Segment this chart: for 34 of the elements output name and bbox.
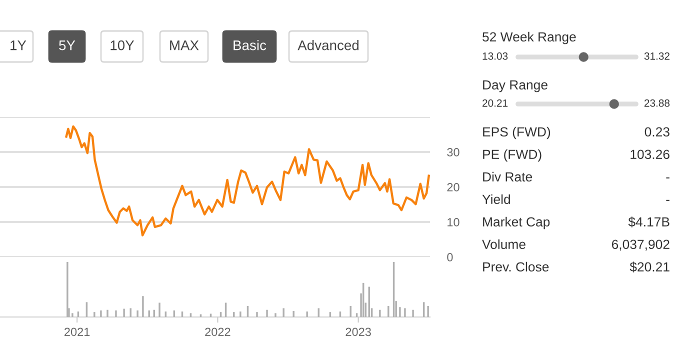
y-tick-label: 30 <box>447 148 460 156</box>
text: - <box>666 200 670 201</box>
text: $4.17B <box>628 216 670 228</box>
y-tick-label: 10 <box>448 218 460 226</box>
text: 6,037,902 <box>612 240 670 251</box>
text: $20.21 <box>630 262 670 272</box>
text: 1Y <box>10 40 26 50</box>
x-tick-label: 2023 <box>346 328 371 336</box>
text: PE (FWD) <box>483 149 542 162</box>
text: - <box>666 177 670 178</box>
text: 10Y <box>110 40 134 50</box>
line-series <box>65 125 430 236</box>
text: Yield <box>482 194 510 204</box>
text: 31.32 <box>644 52 670 60</box>
text: Day Range <box>483 80 548 92</box>
text: MAX <box>170 40 199 50</box>
text: 103.26 <box>630 150 670 160</box>
y-tick-label: 0 <box>447 253 453 262</box>
text: 23.88 <box>644 99 670 107</box>
text: Market Cap <box>483 216 550 230</box>
x-tick-label: 2021 <box>64 328 90 336</box>
text: 52 Week Range <box>482 32 576 44</box>
text: Volume <box>482 239 526 250</box>
text: 5Y <box>59 40 76 50</box>
text: 13.03 <box>482 52 508 60</box>
text: Basic <box>234 40 266 50</box>
text: Div Rate <box>483 172 532 182</box>
text: Prev. Close <box>483 262 549 272</box>
text: EPS (FWD) <box>483 126 550 140</box>
x-tick-label: 2022 <box>205 328 230 336</box>
text: Advanced <box>298 40 358 50</box>
y-tick-label: 20 <box>447 183 460 192</box>
text: 20.21 <box>482 99 508 107</box>
text: 0.23 <box>644 127 670 137</box>
